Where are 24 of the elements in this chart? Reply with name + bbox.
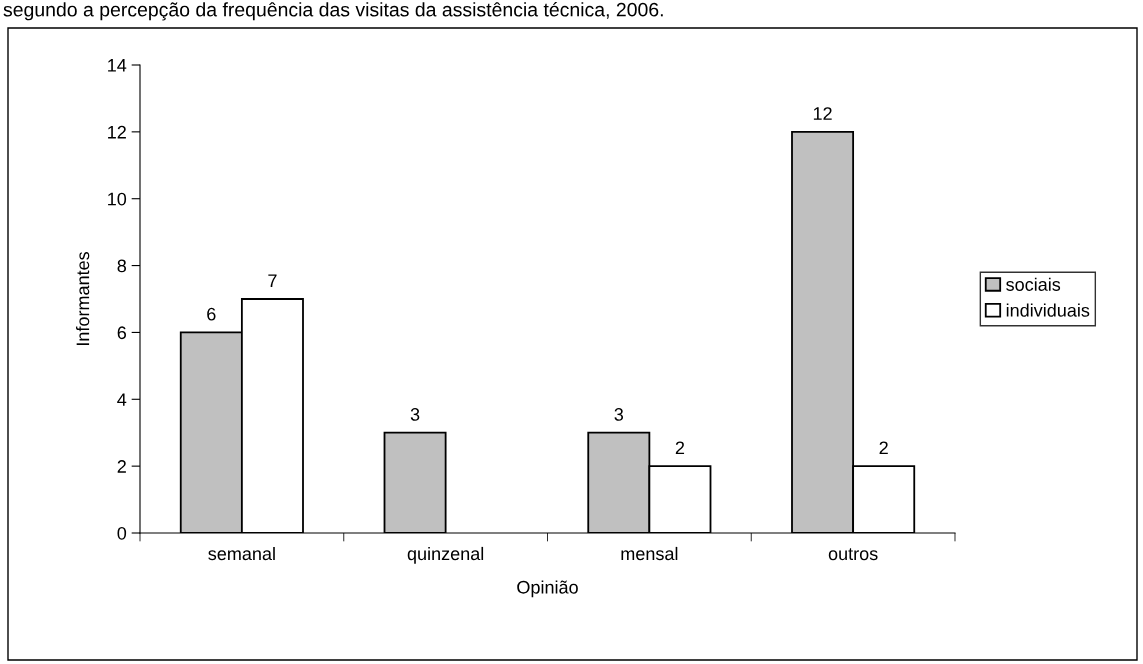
data-label: 2 xyxy=(879,441,888,455)
y-tick-label: 6 xyxy=(117,326,127,340)
x-tick-label: outros xyxy=(828,548,878,561)
y-tick-label: 4 xyxy=(117,393,127,406)
x-tick-label: semanal xyxy=(208,546,275,561)
data-label: 7 xyxy=(268,274,277,287)
data-label: 6 xyxy=(207,307,216,321)
y-tick-label: 10 xyxy=(108,192,127,206)
y-tick-label: 8 xyxy=(117,259,127,273)
data-label: 12 xyxy=(813,107,832,120)
data-label: 2 xyxy=(675,441,685,455)
x-tick-label: mensal xyxy=(621,546,678,561)
x-axis-title: Opinião xyxy=(517,580,578,598)
chart-title: segundo a percepção da frequência das visitas da assistência técnica, 2006. xyxy=(3,2,663,21)
x-tick-label: quinzenal xyxy=(407,546,484,564)
y-tick-label: 12 xyxy=(108,125,126,139)
y-axis-title: Informantes xyxy=(76,251,90,345)
y-tick-label: 0 xyxy=(117,526,127,540)
legend-label: individuais xyxy=(1006,303,1090,317)
data-label: 3 xyxy=(410,408,420,421)
y-tick-label: 2 xyxy=(117,460,126,473)
data-label: 3 xyxy=(614,408,624,421)
y-tick-label: 14 xyxy=(108,59,127,72)
legend-label: sociais xyxy=(1006,277,1061,291)
